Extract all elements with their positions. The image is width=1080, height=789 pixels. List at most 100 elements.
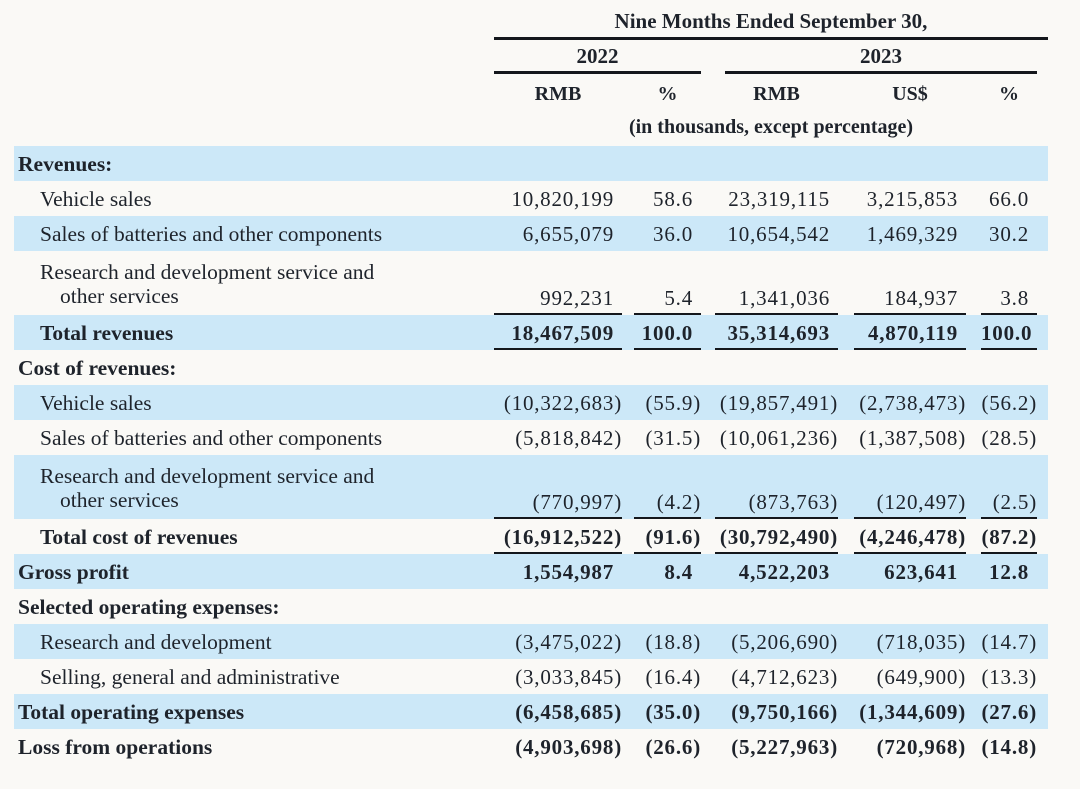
row-label: Selling, general and administrative [40,665,340,689]
cell-rmb-2023: (5,206,690) [731,630,838,654]
cell-rmb-2022: (6,458,685) [515,700,622,724]
row-total-revenues: Total revenues 18,467,509 100.0 35,314,6… [14,315,1048,350]
cell-rmb-2022: (770,997) [494,484,622,519]
cell-rmb-2022: 10,820,199 [511,187,614,211]
cell-rmb-2022: 18,467,509 [494,315,622,350]
row-cost-of-revenues-header: Cost of revenues: [14,350,1048,385]
cell-pct-2023 [981,374,1037,385]
cell-usd-2023: (2,738,473) [859,391,966,415]
header-period-row: Nine Months Ended September 30, [14,6,1048,40]
cell-usd-2023: (1,387,508) [859,426,966,450]
cell-rmb-2023 [715,170,838,181]
row-selling-general-admin: Selling, general and administrative (3,0… [14,659,1048,694]
row-label: Gross profit [18,560,129,584]
cell-usd-2023: (120,497) [854,484,966,519]
cell-rmb-2022: (10,322,683) [503,391,622,415]
cell-usd-2023: (720,968) [876,735,966,759]
header-units-row: (in thousands, except percentage) [14,111,1048,146]
row-label: Revenues: [18,152,113,176]
row-label: Total revenues [40,321,174,345]
cell-usd-2023: 184,937 [854,280,966,315]
cell-usd-2023 [854,613,966,624]
cell-pct-2023: (28.5) [981,426,1037,450]
row-total-cost-of-revenues: Total cost of revenues (16,912,522) (91.… [14,519,1048,554]
cell-pct-2023: (2.5) [981,484,1037,519]
cell-pct-2023 [981,613,1037,624]
cell-rmb-2023: 4,522,203 [738,560,830,584]
cell-rmb-2023: (5,227,963) [731,735,838,759]
row-vehicle-sales-revenue: Vehicle sales 10,820,199 58.6 23,319,115… [14,181,1048,216]
cell-rmb-2022: (3,475,022) [515,630,622,654]
cell-rmb-2022: (16,912,522) [494,519,622,554]
income-statement-table: Nine Months Ended September 30, 2022 202… [14,6,1048,764]
row-label: Vehicle sales [40,187,152,211]
header-columns-row: RMB % RMB US$ % [14,74,1048,111]
cell-pct-2023: (14.8) [981,735,1037,759]
cell-pct-2022: (16.4) [645,665,701,689]
cell-rmb-2022 [494,170,622,181]
cell-usd-2023 [854,374,966,385]
row-selected-opex-header: Selected operating expenses: [14,589,1048,624]
cell-rmb-2022 [494,613,622,624]
cell-usd-2023: (718,035) [876,630,966,654]
cell-rmb-2023: (9,750,166) [731,700,838,724]
row-label: Selected operating expenses: [18,595,280,619]
cell-pct-2022: (26.6) [645,735,701,759]
row-revenues-header: Revenues: [14,146,1048,181]
cell-pct-2022: 5.4 [634,280,701,315]
cell-rmb-2023: 1,341,036 [715,280,838,315]
cell-rmb-2022: (3,033,845) [515,665,622,689]
cell-pct-2023: 12.8 [989,560,1029,584]
cell-usd-2023: (4,246,478) [854,519,966,554]
cell-usd-2023 [854,170,966,181]
row-label: Sales of batteries and other components [40,222,383,246]
row-label: Research and development service and oth… [40,464,375,512]
cell-pct-2023: (87.2) [981,519,1037,554]
cell-rmb-2022: 1,554,987 [522,560,614,584]
row-label: Cost of revenues: [18,356,177,380]
cell-pct-2023: 30.2 [989,222,1029,246]
cell-pct-2022: (91.6) [634,519,701,554]
cell-pct-2022: (18.8) [645,630,701,654]
cell-pct-2022: 100.0 [634,315,701,350]
cell-rmb-2022 [494,374,622,385]
cell-rmb-2022: (4,903,698) [515,735,622,759]
cell-usd-2023: 1,469,329 [866,222,958,246]
column-header-pct-2023: % [999,83,1019,105]
cell-rmb-2023: (19,857,491) [719,391,838,415]
cell-rmb-2022: 992,231 [494,280,622,315]
cell-usd-2023: 4,870,119 [854,315,966,350]
column-header-pct-2022: % [657,83,678,105]
row-label: Sales of batteries and other components [40,426,383,450]
cell-usd-2023: 3,215,853 [866,187,958,211]
cell-usd-2023: 623,641 [884,560,958,584]
cell-usd-2023: (1,344,609) [859,700,966,724]
row-battery-sales-cost: Sales of batteries and other components … [14,420,1048,455]
row-label: Total operating expenses [18,700,245,724]
cell-pct-2022 [634,170,701,181]
cell-rmb-2023: (30,792,490) [715,519,838,554]
cell-pct-2022 [634,613,701,624]
row-rd-services-cost: Research and development service and oth… [14,455,1048,519]
cell-pct-2022: 58.6 [653,187,693,211]
cell-pct-2022: (31.5) [645,426,701,450]
row-label: Total cost of revenues [40,525,238,549]
cell-rmb-2023: (4,712,623) [731,665,838,689]
cell-rmb-2023 [715,374,838,385]
cell-rmb-2023: 10,654,542 [727,222,830,246]
cell-rmb-2022: 6,655,079 [522,222,614,246]
cell-pct-2023: 100.0 [981,315,1037,350]
column-header-rmb-2023: RMB [753,83,800,105]
column-header-rmb-2022: RMB [534,83,582,105]
row-label: Research and development service and oth… [40,260,375,308]
cell-usd-2023: (649,900) [876,665,966,689]
cell-pct-2022: (35.0) [645,700,701,724]
cell-pct-2022: (4.2) [634,484,701,519]
cell-pct-2023: (27.6) [981,700,1037,724]
cell-rmb-2023: (873,763) [715,484,838,519]
header-year-row: 2022 2023 [14,40,1048,74]
cell-rmb-2023: 23,319,115 [728,187,830,211]
cell-rmb-2022: (5,818,842) [515,426,622,450]
year-group-2023: 2023 [725,40,1037,74]
row-label: Loss from operations [18,735,213,759]
